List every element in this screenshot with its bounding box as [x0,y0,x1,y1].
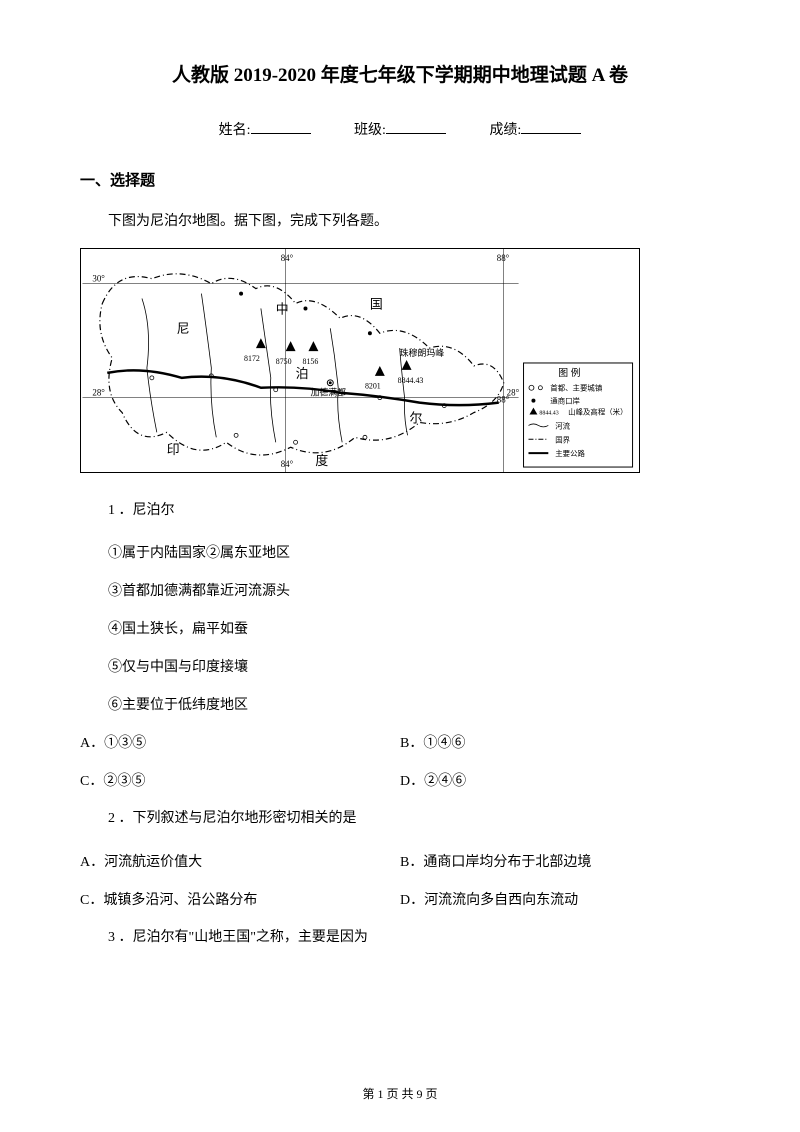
legend-title: 图 例 [558,366,580,379]
page-title: 人教版 2019-2020 年度七年级下学期期中地理试题 A 卷 [80,60,720,87]
section-header: 一、选择题 [80,169,720,190]
class-blank [386,133,446,134]
student-info-row: 姓名: 班级: 成绩: [80,119,720,139]
q1-item-2: ③首都加德满都靠近河流源头 [108,580,720,600]
peak-everest-h: 8844.43 [398,376,424,385]
peak-8172: 8172 [244,354,260,363]
q1-options-row2: C．②③⑤ D．②④⑥ [80,770,720,790]
peak-8201: 8201 [365,382,381,391]
question-intro: 下图为尼泊尔地图。据下图，完成下列各题。 [108,210,720,230]
lat-28: 28° [92,388,105,398]
q1-option-c: C．②③⑤ [80,770,400,790]
legend-item-1: 首都、主要城镇 [550,383,603,393]
lon-88-top: 88° [497,253,510,263]
nepal-map: 30° 28° 84° 84° 88° 88° 28° 8172 8750 81… [80,248,640,473]
name-blank [251,133,311,134]
q2-option-a: A．河流航运价值大 [80,851,400,871]
er-label: 尔 [410,411,423,425]
q1-item-1: ①属于内陆国家②属东亚地区 [108,542,720,562]
q1-option-d: D．②④⑥ [400,770,720,790]
q1-item-3: ④国土狭长，扁平如蚕 [108,618,720,638]
score-blank [521,133,581,134]
capital-label: 加德满都 [310,387,346,398]
legend-elev: 8844.43 [539,411,558,417]
everest-label: 珠穆朗玛峰 [400,347,445,358]
legend-item-4: 河流 [555,420,570,430]
legend-item-2: 通商口岸 [550,396,580,406]
q2-number: 2 ．下列叙述与尼泊尔地形密切相关的是 [108,808,720,830]
page-footer: 第 1 页 共 9 页 [0,1085,800,1102]
class-label: 班级: [354,119,386,139]
q3-number: 3 ．尼泊尔有"山地王国"之称，主要是因为 [108,927,720,949]
q1-option-b: B．①④⑥ [400,732,720,752]
legend-item-5: 国界 [555,435,570,444]
lat-30: 30° [92,274,105,284]
lat-28-r: 28° [507,388,520,398]
lon-84-bot: 84° [281,459,294,469]
legend-item-6: 主要公路 [555,448,585,458]
map-container: 30° 28° 84° 84° 88° 88° 28° 8172 8750 81… [80,248,720,478]
bo-label: 泊 [296,367,309,381]
q2-option-d: D．河流流向多自西向东流动 [400,889,720,909]
legend-item-3: 山峰及高程（米） [568,407,627,417]
china-label: 中 [276,302,289,316]
peak-8750: 8750 [276,357,292,366]
q2-options-row2: C．城镇多沿河、沿公路分布 D．河流流向多自西向东流动 [80,889,720,909]
q2-option-c: C．城镇多沿河、沿公路分布 [80,889,400,909]
q2-options-row1: A．河流航运价值大 B．通商口岸均分布于北部边境 [80,851,720,871]
q2-option-b: B．通商口岸均分布于北部边境 [400,851,720,871]
name-label: 姓名: [219,119,251,139]
ni-label: 尼 [177,322,190,336]
score-label: 成绩: [489,119,521,139]
q1-options-row1: A．①③⑤ B．①④⑥ [80,732,720,752]
lon-84-top: 84° [281,253,294,263]
q1-option-a: A．①③⑤ [80,732,400,752]
q1-item-4: ⑤仅与中国与印度接壤 [108,656,720,676]
q1-number: 1 ．尼泊尔 [108,500,720,522]
du-label: 度 [315,453,328,468]
peak-8156: 8156 [303,357,319,366]
guo-label: 国 [370,297,383,311]
q1-item-5: ⑥主要位于低纬度地区 [108,694,720,714]
yin-label: 印 [167,443,180,457]
